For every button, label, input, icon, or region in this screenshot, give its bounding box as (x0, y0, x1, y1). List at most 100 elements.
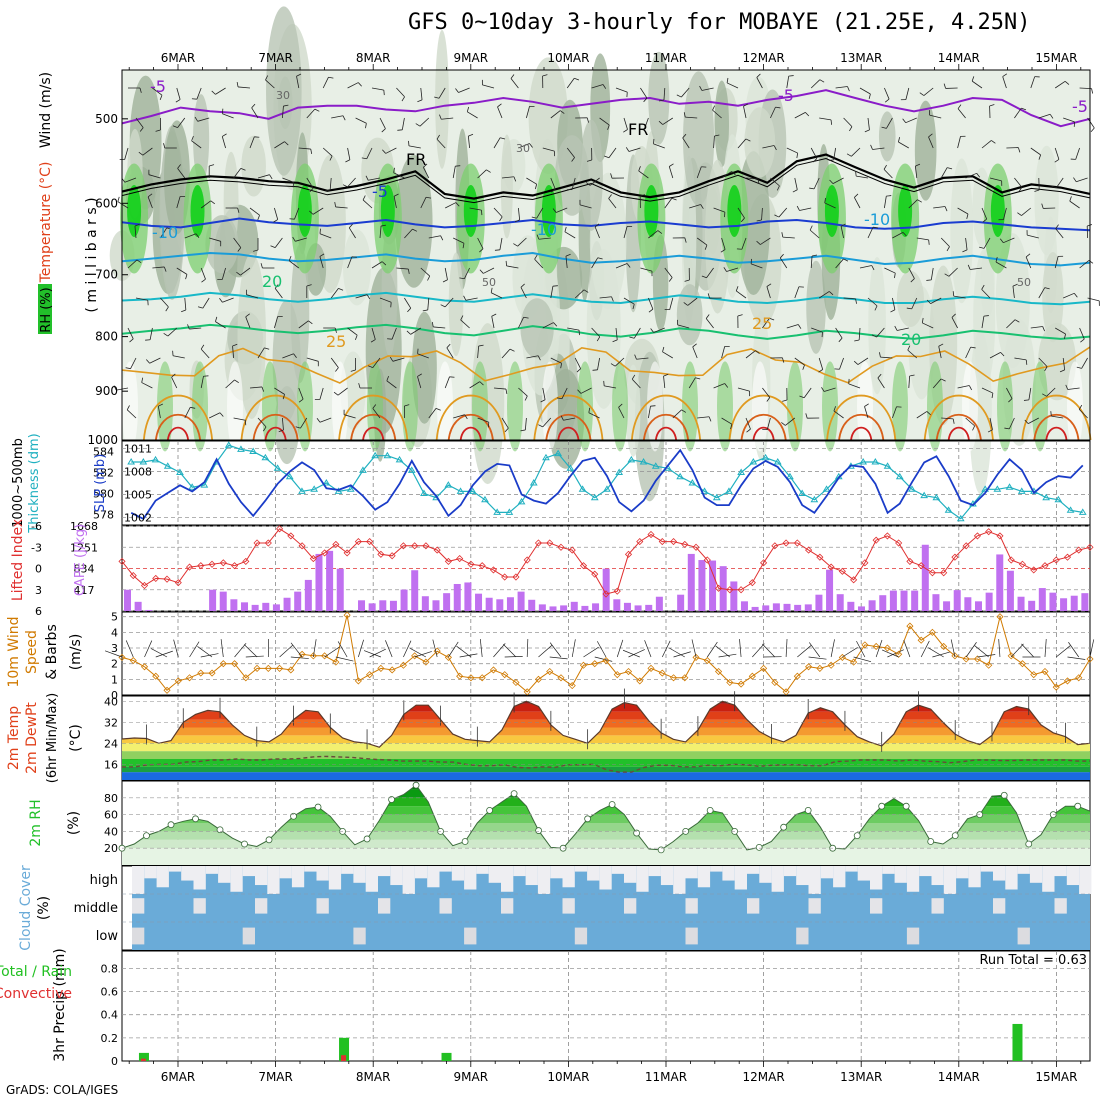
wind-barb (648, 297, 654, 310)
rh-point (535, 827, 543, 834)
cape-bar (283, 597, 291, 611)
isotherm-25-arch (728, 394, 799, 441)
wind-barb (721, 237, 726, 250)
wind-barb (1051, 415, 1064, 419)
precip-convective-legend: Convective (0, 986, 72, 1002)
lifted-index-point (264, 539, 272, 547)
wind-barb-flag (455, 88, 459, 93)
temp-band (122, 701, 1090, 704)
wind-barb (393, 172, 405, 179)
wind-barb (1046, 387, 1056, 397)
cape-bar (421, 596, 429, 611)
wind-barb-flag (333, 391, 339, 396)
wind-barb (296, 76, 300, 89)
wind-barb (200, 267, 206, 280)
wind-barb-flag (175, 99, 181, 103)
wind-barb-flag (520, 283, 525, 288)
thickness-point (285, 472, 294, 480)
wind-barb (859, 265, 872, 269)
cloud-low-gap (464, 927, 477, 945)
precip-tick-label: 0.6 (101, 986, 119, 999)
wind-barb (196, 87, 202, 100)
wind-barb (420, 87, 423, 100)
wind-barb-flag (177, 164, 181, 169)
wind-barb-flag (812, 158, 818, 163)
wind-barb (1030, 326, 1043, 329)
cloud-middle-gap (931, 898, 944, 914)
wind-barb (884, 87, 890, 100)
wind-barb-flag (1025, 359, 1028, 365)
cloud-high-gap (537, 866, 551, 894)
cape-axis-label: CAPE (J/kg) (73, 524, 88, 596)
precip-tick-label: 0 (111, 1055, 118, 1068)
lifted-index-point (208, 560, 216, 568)
wind-barb (550, 110, 561, 119)
wind-barb (957, 207, 969, 215)
wind-barb (762, 387, 771, 398)
temp-band (122, 727, 1090, 736)
wind-barb-flag (991, 140, 996, 144)
temp-band (122, 711, 1090, 720)
wind-barb (160, 227, 168, 239)
wind-barb (615, 87, 628, 93)
cloud-middle-gap (747, 898, 760, 914)
wind-barb (322, 77, 329, 89)
wind-barb-flag (240, 168, 246, 171)
cape-bar (804, 604, 812, 611)
lifted-index-point (242, 557, 250, 565)
wind-barb-flag (165, 306, 169, 312)
wind-barb-10m (1021, 643, 1034, 658)
lifted-index-point (928, 569, 936, 577)
wind-barb-10m (830, 639, 835, 658)
wind-barb (319, 417, 332, 423)
wind-barb (818, 291, 830, 299)
rh-point (363, 835, 371, 843)
wind-barb (737, 387, 750, 392)
wind-barb-flag (439, 114, 442, 120)
thickness-point (1066, 506, 1075, 513)
wind-barb (419, 117, 430, 127)
wind-barb (135, 117, 144, 128)
wind-barb (202, 297, 210, 309)
isotherm-35-arch (654, 426, 678, 441)
rh-shade-band (896, 270, 924, 328)
wind-barb (770, 106, 776, 119)
wind-speed-point (748, 672, 756, 680)
wind-barb (491, 292, 503, 299)
lifted-index-point (546, 539, 554, 547)
wind-barb-flag (871, 265, 875, 271)
wind-barb (274, 288, 283, 299)
wind-barb (379, 226, 382, 239)
wind-barb (1079, 327, 1085, 340)
wind-barb (1054, 327, 1066, 335)
rh-point (216, 826, 224, 834)
wind-barb-flag (251, 103, 256, 109)
cape-bar (921, 544, 929, 611)
rh-moist-core (463, 184, 478, 237)
cloud-high-gap (894, 866, 907, 883)
wind-barb (251, 107, 259, 119)
wind-barb-flag (513, 243, 518, 247)
wind-barb-flag (868, 93, 871, 99)
wind-speed-point (185, 674, 194, 682)
wind-barb (1030, 147, 1041, 156)
wind-barb-flag (720, 249, 726, 253)
wind-barb (319, 233, 332, 239)
wind-barb (779, 257, 788, 269)
wind-barb-flag (163, 333, 169, 337)
wind-barb (851, 147, 861, 157)
wind-barb (518, 317, 525, 329)
wind-barb-10m (432, 639, 438, 658)
wind-barb (867, 117, 870, 130)
wind-speed-point (1075, 674, 1083, 682)
wind-barb (1006, 319, 1016, 329)
cloud-high-gap (476, 866, 489, 874)
wind-barb (662, 351, 674, 359)
wind-barb-flag (282, 394, 285, 400)
rh-point (584, 815, 592, 823)
cape-bar (464, 582, 472, 611)
wind-barb-flag (534, 184, 538, 190)
wind-barb (664, 198, 673, 209)
wind-barb-flag (724, 383, 729, 388)
wind-barb-flag (1055, 224, 1059, 229)
